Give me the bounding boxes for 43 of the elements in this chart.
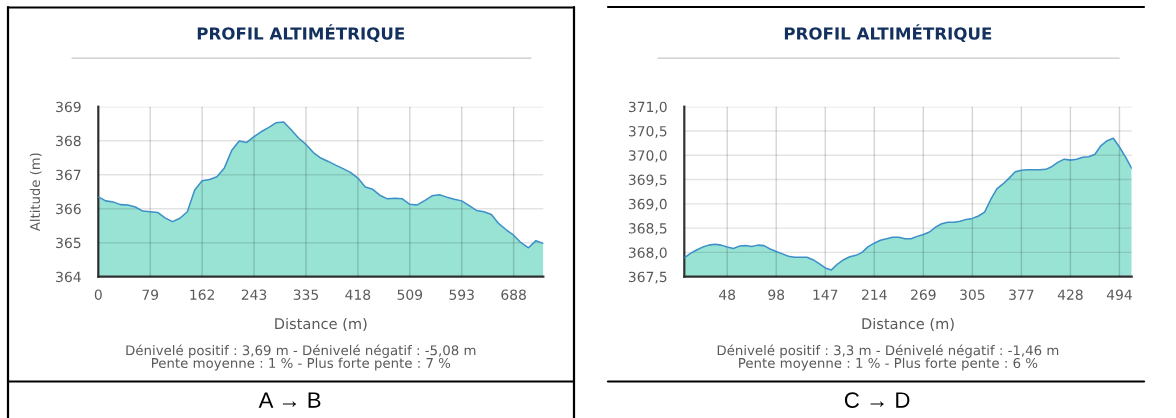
x-axis-title: Distance (m)	[862, 317, 954, 331]
x-tick-label: 688	[501, 289, 526, 300]
x-tick-label: 243	[241, 289, 267, 300]
x-tick-label: 0	[94, 289, 102, 300]
y-tick-label: 371,0	[628, 101, 667, 114]
x-tick-label: 377	[1009, 289, 1034, 300]
y-tick-label: 370,5	[628, 125, 667, 138]
x-axis-title: Distance (m)	[275, 317, 367, 331]
x-tick-label: 48	[719, 289, 736, 300]
chart-title: PROFIL ALTIMÉTRIQUE	[784, 24, 992, 42]
text: Dénivelé positif : 3,69 m - Dénivelé négatif : -5,08 m	[126, 344, 476, 358]
y-tick-label: 368	[56, 135, 81, 147]
text: A → B	[258, 392, 321, 408]
x-tick-label: 162	[190, 289, 214, 300]
y-tick-label: 369	[56, 101, 81, 113]
text: Dénivelé positif : 3,3 m - Dénivelé négatif : -1,46 m	[717, 344, 1059, 358]
x-tick-label: 214	[862, 289, 887, 300]
y-tick-label: 368,5	[628, 223, 667, 236]
y-tick-label: 369,5	[628, 174, 667, 187]
x-tick-label: 335	[293, 289, 319, 300]
y-tick-label: 367	[56, 169, 81, 181]
y-tick-label: 365	[56, 237, 81, 249]
x-tick-label: 428	[1057, 289, 1083, 300]
x-tick-label: 79	[142, 289, 159, 300]
text: Pente moyenne : 1 % - Plus forte pente : 6 %	[739, 357, 1038, 371]
x-tick-label: 305	[960, 289, 985, 300]
x-tick-label: 98	[768, 289, 785, 300]
x-tick-label: 494	[1106, 289, 1132, 300]
text: Pente moyenne : 1 % - Plus forte pente : 7 %	[152, 357, 451, 371]
y-axis-title: Altitude (m)	[29, 153, 42, 232]
y-tick-label: 366	[56, 203, 81, 215]
x-tick-label: 269	[911, 289, 936, 300]
y-tick-label: 369,0	[628, 198, 667, 211]
x-tick-label: 593	[449, 289, 474, 300]
text: C → D	[844, 392, 910, 408]
x-tick-label: 147	[813, 289, 838, 300]
chart-title: PROFIL ALTIMÉTRIQUE	[197, 24, 405, 42]
y-tick-label: 367,5	[628, 271, 667, 284]
y-tick-label: 370,0	[628, 150, 667, 163]
x-tick-label: 509	[397, 289, 423, 300]
y-tick-label: 368,0	[628, 247, 667, 260]
x-tick-label: 418	[345, 289, 371, 300]
y-tick-label: 364	[56, 271, 81, 283]
